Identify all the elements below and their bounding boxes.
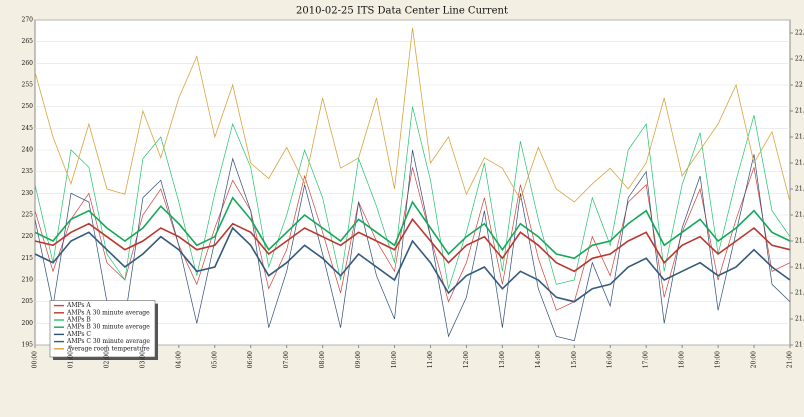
x-tick-label: 12:00 (463, 351, 470, 368)
x-tick-label: 04:00 (175, 351, 182, 368)
legend-label: AMPs C 30 minute average (66, 338, 150, 345)
y-tick-label: 195 (22, 342, 34, 349)
x-tick-label: 20:00 (751, 351, 758, 368)
y2-tick-label: 22.2 (795, 30, 804, 37)
legend-label: AMPs B 30 minute average (66, 324, 150, 331)
y2-tick-label: 22.1 (795, 56, 804, 63)
x-tick-label: 11:00 (427, 351, 434, 368)
x-tick-label: 00:00 (32, 351, 39, 368)
y2-tick-label: 21 (795, 342, 803, 349)
y2-tick-label: 22 (795, 82, 803, 89)
plot-area (34, 19, 791, 346)
x-tick-label: 13:00 (499, 351, 506, 368)
x-tick-label: 17:00 (643, 351, 650, 368)
y-tick-label: 240 (22, 147, 34, 154)
x-tick-label: 19:00 (715, 351, 722, 368)
y-tick-label: 220 (22, 233, 34, 240)
series-line (34, 167, 791, 311)
x-tick-label: 14:00 (535, 351, 542, 368)
chart-title: 2010-02-25 ITS Data Center Line Current (296, 6, 508, 17)
y2-tick-label: 21.7 (795, 160, 804, 167)
series-line (34, 106, 791, 289)
y-tick-label: 210 (22, 277, 34, 284)
y-tick-label: 255 (22, 82, 34, 89)
y-tick-label: 205 (22, 298, 34, 305)
x-tick-label: 15:00 (571, 351, 578, 368)
x-tick-label: 05:00 (211, 351, 218, 368)
legend-label: AMPs A 30 minute average (66, 309, 150, 316)
x-tick-label: 01:00 (67, 351, 74, 368)
y-tick-label: 270 (22, 17, 34, 24)
y-tick-label: 230 (22, 190, 34, 197)
x-tick-label: 07:00 (283, 351, 290, 368)
y2-tick-label: 21.4 (795, 238, 804, 245)
y-tick-label: 250 (22, 103, 34, 110)
series-line (34, 149, 791, 342)
y-tick-label: 260 (22, 60, 34, 67)
y-tick-label: 235 (22, 168, 34, 175)
x-tick-label: 10:00 (391, 351, 398, 368)
y2-tick-label: 21.6 (795, 186, 804, 193)
legend-label: AMPs B (66, 317, 91, 324)
x-tick-label: 06:00 (247, 351, 254, 368)
series-line (34, 196, 791, 260)
y2-tick-label: 21.9 (795, 108, 804, 115)
x-tick-label: 08:00 (319, 351, 326, 368)
y-tick-label: 265 (22, 38, 34, 45)
series-line (34, 27, 791, 203)
x-tick-label: 03:00 (139, 351, 146, 368)
x-tick-label: 16:00 (607, 351, 614, 368)
y-tick-label: 225 (22, 212, 34, 219)
legend-label: AMPs A (66, 302, 91, 309)
y2-tick-label: 21.2 (795, 290, 804, 297)
legend-label: AMPs C (66, 331, 91, 338)
y2-tick-label: 21.1 (795, 316, 804, 323)
x-tick-label: 21:00 (787, 351, 794, 368)
y2-tick-label: 21.5 (795, 212, 804, 219)
y2-tick-label: 21.3 (795, 264, 804, 271)
y2-tick-label: 21.8 (795, 134, 804, 141)
x-tick-label: 09:00 (355, 351, 362, 368)
legend-label: Average room temperature (66, 345, 150, 352)
x-tick-label: 18:00 (679, 351, 686, 368)
y-tick-label: 245 (22, 125, 34, 132)
series-line (34, 217, 791, 273)
y-tick-label: 215 (22, 255, 34, 262)
legend-box (49, 300, 156, 358)
y-tick-label: 200 (22, 320, 34, 327)
series-line (34, 226, 791, 303)
x-tick-label: 02:00 (103, 351, 110, 368)
